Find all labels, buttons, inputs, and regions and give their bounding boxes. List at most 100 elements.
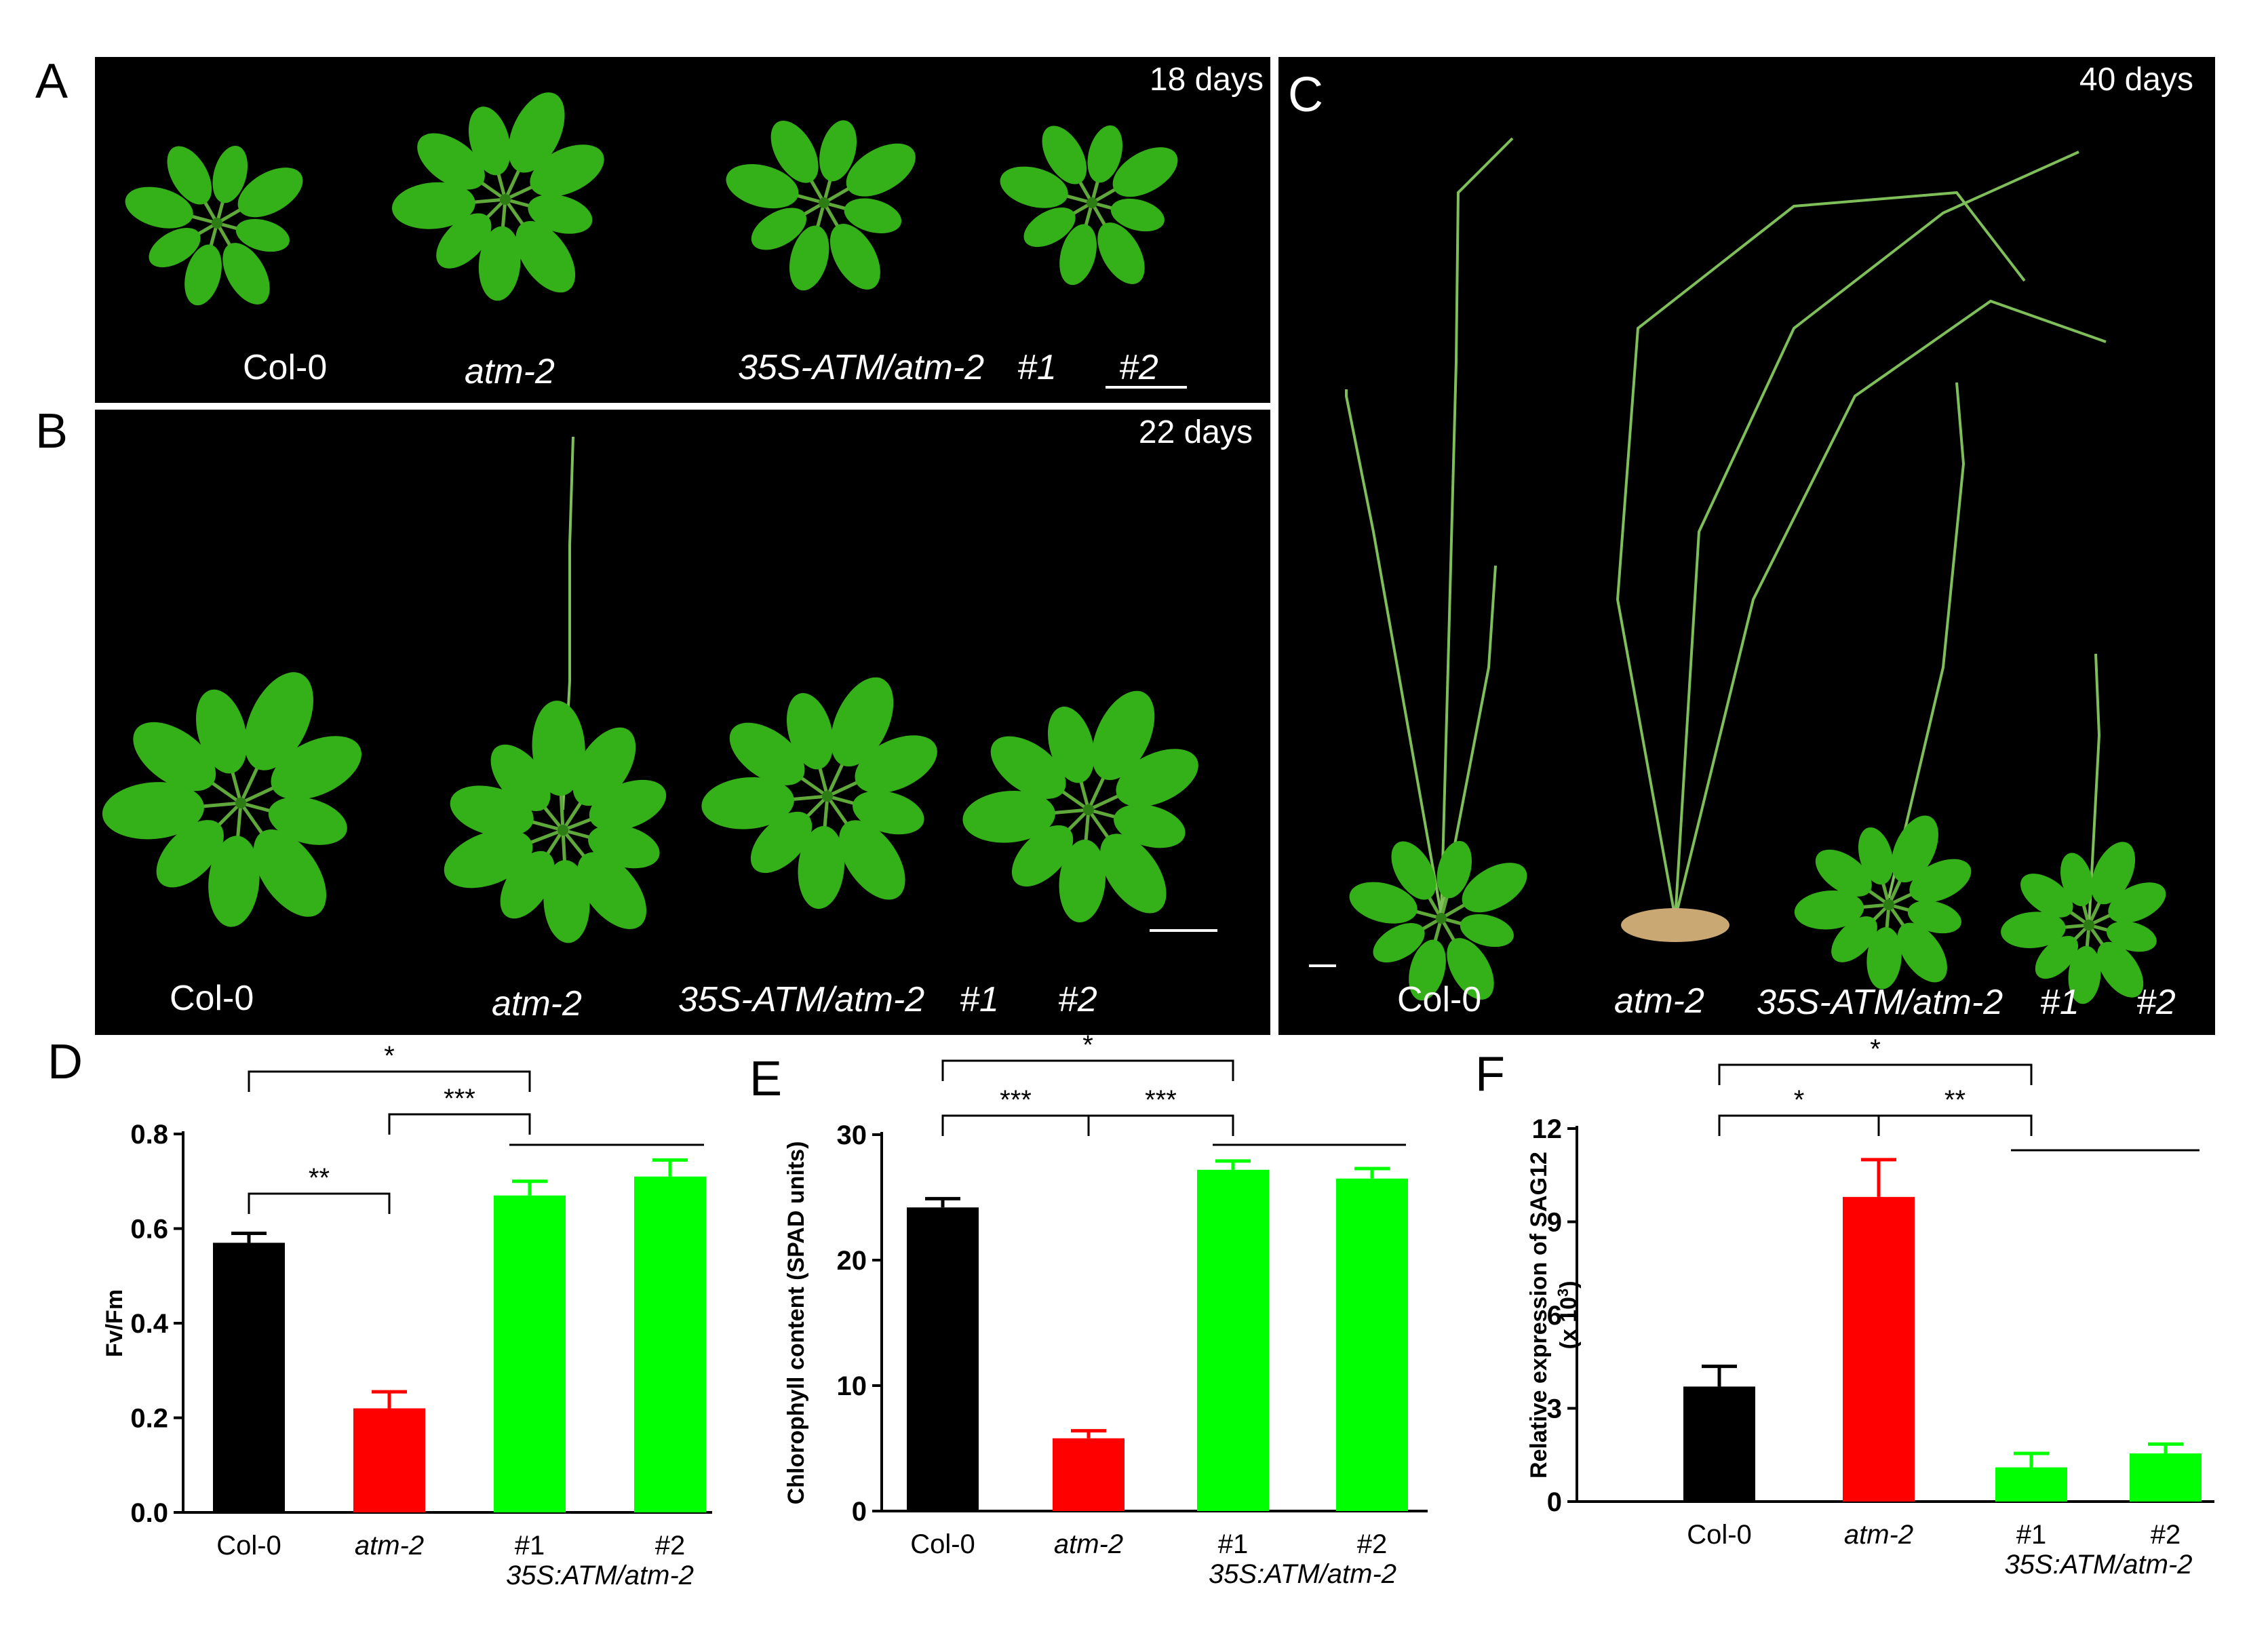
leaf <box>2106 921 2157 952</box>
leaf <box>855 735 937 794</box>
leaf <box>1087 125 1122 183</box>
group-label: 35S:ATM/atm-2 <box>1209 1559 1396 1589</box>
x-tick-label: Col-0 <box>1687 1520 1752 1550</box>
significance-bracket <box>1877 1114 2033 1136</box>
leaf <box>726 164 799 209</box>
leaf <box>237 168 303 218</box>
significance-bracket <box>1718 1063 2033 1085</box>
y-tick-label: 12 <box>1532 1114 1563 1144</box>
leaf <box>830 677 894 767</box>
significance-bracket <box>941 1059 1234 1081</box>
leaf <box>1794 890 1864 930</box>
panel-letter-c: C <box>1288 68 1323 122</box>
leaf <box>528 194 593 234</box>
leaf <box>208 836 260 927</box>
group-label: 35S:ATM/atm-2 <box>2004 1550 2192 1580</box>
panel-letter-f: F <box>1475 1047 1505 1101</box>
plant-line2-a <box>1000 125 1178 286</box>
y-axis-label-units: (x 103) <box>1555 1280 1582 1349</box>
significance-stars: * <box>1794 1085 1805 1115</box>
photo-panel-c: C 40 days Col-0 atm-2 35S-ATM/atm-2 #1 #… <box>1278 57 2215 1035</box>
panel-c-label-line1: #1 <box>2040 983 2079 1022</box>
panel-a-label-35s: 35S-ATM/atm-2 <box>738 348 985 387</box>
plant-line2-c <box>2001 842 2166 1004</box>
leaf <box>1866 926 1902 990</box>
bar-#1 <box>1995 1467 2067 1502</box>
photo-panel-b: 22 days Col-0 atm-2 35S-ATM/atm-2 #1 #2 <box>95 410 1270 1035</box>
plant-line1-b <box>701 677 937 909</box>
plant-line2-b <box>962 690 1198 923</box>
significance-bracket <box>248 1070 531 1092</box>
leaf <box>990 736 1066 799</box>
leaf <box>2060 853 2094 907</box>
x-tick-label: #2 <box>2151 1520 2181 1550</box>
leaf <box>2108 882 2166 923</box>
leaf <box>839 820 905 900</box>
scale-bar-a <box>1106 386 1187 389</box>
leaf <box>1373 922 1425 963</box>
leaf <box>1100 834 1167 914</box>
branch-atm2-c <box>1674 151 2079 919</box>
panel-b-label-line2: #2 <box>1058 980 1097 1019</box>
panel-a-label-col0: Col-0 <box>243 348 328 387</box>
leaf <box>962 790 1055 843</box>
bar-#1 <box>494 1195 566 1512</box>
rosette-center <box>1883 899 1894 910</box>
y-axis-label: Fv/Fm <box>102 1289 128 1357</box>
plant-col0-a <box>125 145 303 306</box>
leaf <box>167 146 212 205</box>
leaf <box>819 120 857 182</box>
leaf <box>1447 938 1494 1000</box>
plant-line1-a <box>726 120 916 291</box>
leaf <box>1907 900 1961 934</box>
leaf <box>1011 825 1074 887</box>
significance-bracket <box>1087 1114 1234 1136</box>
leaf <box>1059 224 1097 286</box>
panel-a-label-line1: #1 <box>1017 348 1057 387</box>
x-tick-label: atm-2 <box>1054 1529 1123 1559</box>
group-label: 35S:ATM/atm-2 <box>506 1561 694 1590</box>
leaf <box>530 144 604 197</box>
y-tick-label: 30 <box>837 1120 867 1150</box>
leaf <box>469 106 511 176</box>
significance-stars: ** <box>309 1163 330 1193</box>
bar-chart-sag12: 0 3 6 9 12 Relative expression of SAG12 (x 103… <box>1526 1034 2214 1580</box>
rosette-center <box>822 791 833 802</box>
panel-b-days: 22 days <box>1138 414 1253 450</box>
bar-Col-0 <box>907 1207 979 1511</box>
stem-atm2-c <box>1616 191 2026 919</box>
leaf <box>490 744 551 811</box>
plant-col0-c <box>1349 840 1527 1001</box>
leaf <box>846 143 916 197</box>
y-tick-label: 20 <box>837 1246 867 1276</box>
leaf <box>1097 222 1145 284</box>
significance-stars: * <box>384 1041 395 1071</box>
panel-b-label-atm2: atm-2 <box>492 984 582 1023</box>
rosette-center <box>558 825 568 836</box>
panel-b-label-35s: 35S-ATM/atm-2 <box>678 980 925 1019</box>
branch2-col0-c <box>1440 565 1497 916</box>
plant-line1-c <box>1794 815 1972 990</box>
significance-stars: * <box>1870 1034 1881 1064</box>
x-tick-label: atm-2 <box>1844 1520 1913 1550</box>
leaf <box>515 220 576 293</box>
leaf <box>1059 839 1106 923</box>
stem-col0-c <box>1440 137 1514 916</box>
plant-atm2-b <box>444 701 667 943</box>
leaf <box>751 208 807 250</box>
bar-Col-0 <box>1683 1386 1755 1502</box>
leaf <box>1349 882 1418 924</box>
leaf <box>1436 840 1472 899</box>
significance-bracket <box>248 1192 391 1214</box>
leaf <box>1858 827 1894 885</box>
leaf <box>2068 945 2101 1004</box>
rosette-center <box>1436 913 1447 924</box>
x-tick-label: atm-2 <box>355 1531 424 1561</box>
significance-stars: *** <box>444 1084 475 1114</box>
bar-atm-2 <box>1053 1438 1125 1511</box>
panel-a-label-line2: #2 <box>1119 348 1158 387</box>
significance-stars: ** <box>1944 1085 1966 1115</box>
leaf <box>770 120 819 183</box>
leaf <box>1042 125 1087 184</box>
panel-letter-b: B <box>35 404 69 458</box>
